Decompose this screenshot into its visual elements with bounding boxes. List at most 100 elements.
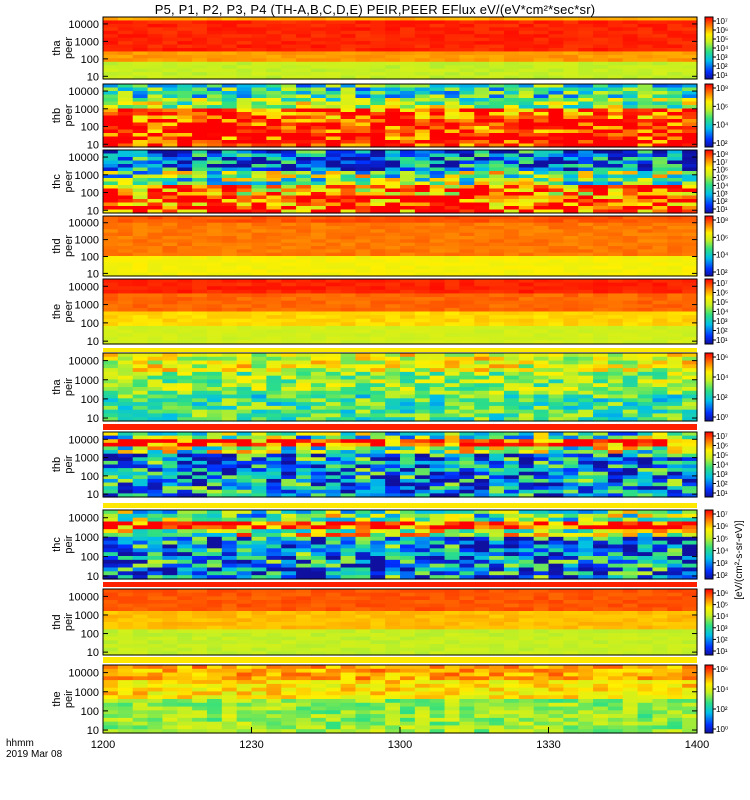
heatmap-cell [355, 300, 371, 305]
heatmap-cell [444, 417, 460, 422]
heatmap-cell [296, 61, 312, 66]
heatmap-cell [474, 72, 490, 77]
heatmap-cell [236, 432, 253, 437]
heatmap-cell [400, 353, 416, 358]
heatmap-cell [622, 252, 639, 257]
heatmap-cell [310, 417, 327, 422]
heatmap-cell [444, 188, 460, 193]
heatmap-cell [221, 54, 238, 59]
heatmap-cell [370, 242, 386, 247]
heatmap-cell [652, 150, 668, 155]
heatmap-cell [459, 460, 475, 466]
heatmap-cell [310, 325, 327, 331]
heatmap-cell [325, 432, 342, 437]
heatmap-cell [162, 353, 178, 358]
heatmap-cell [266, 383, 282, 388]
heatmap-cell [400, 300, 416, 305]
heatmap-cell [578, 143, 594, 148]
heatmap-cell [370, 48, 386, 53]
heatmap-cell [622, 44, 639, 49]
heatmap-cell [132, 450, 149, 455]
heatmap-cell [652, 402, 668, 407]
heatmap-cell [533, 30, 550, 35]
heatmap-cell [652, 112, 668, 117]
heatmap-cell [593, 439, 609, 444]
heatmap-cell [251, 209, 267, 214]
heatmap-cell [206, 23, 223, 28]
heatmap-cell [607, 44, 624, 49]
heatmap-cell [281, 413, 297, 418]
heatmap-cell [103, 311, 119, 316]
heatmap-cell [518, 222, 535, 227]
heatmap-cell [622, 199, 639, 204]
heatmap-cell [281, 279, 297, 284]
heatmap-cell [593, 322, 609, 327]
heatmap-cell [563, 286, 579, 291]
heatmap-cell [682, 54, 698, 59]
heatmap-cell [533, 356, 550, 362]
heatmap-cell [593, 383, 609, 388]
heatmap-cell [310, 329, 327, 334]
heatmap-cell [489, 153, 505, 158]
heatmap-cell [682, 143, 698, 148]
heatmap-cell [414, 259, 431, 264]
heatmap-cell [459, 311, 475, 316]
heatmap-cell [177, 387, 193, 392]
heatmap-cell [652, 405, 668, 411]
heatmap-cell [340, 126, 357, 131]
heatmap-cell [667, 87, 683, 92]
heatmap-cell [370, 126, 386, 131]
heatmap-cell [206, 417, 223, 422]
heatmap-cell [578, 246, 594, 250]
heatmap-cell [682, 136, 698, 141]
heatmap-cell [637, 61, 654, 66]
heatmap-cell [548, 390, 564, 396]
heatmap-cell [652, 65, 668, 70]
heatmap-cell [325, 206, 342, 211]
heatmap-cell [682, 471, 698, 476]
heatmap-cell [266, 398, 282, 403]
heatmap-cell [682, 417, 698, 422]
heatmap-cell [622, 340, 639, 345]
y-tick-label: 10 [87, 139, 99, 151]
heatmap-cell [147, 174, 163, 179]
heatmap-cell [429, 439, 446, 444]
heatmap-cell [489, 442, 505, 448]
heatmap-cell [117, 266, 134, 270]
heatmap-cell [459, 48, 475, 53]
heatmap-cell [221, 390, 238, 396]
heatmap-cell [206, 442, 223, 448]
heatmap-cell [459, 133, 475, 138]
heatmap-cell [340, 446, 357, 451]
heatmap-cell [637, 318, 654, 323]
heatmap-cell [489, 229, 505, 234]
heatmap-cell [221, 242, 238, 247]
heatmap-cell [414, 457, 431, 462]
heatmap-cell [236, 249, 253, 254]
heatmap-cell [667, 232, 683, 237]
heatmap-cell [652, 160, 668, 165]
heatmap-cell [147, 272, 163, 277]
heatmap-cell [281, 375, 297, 381]
heatmap-cell [192, 318, 208, 323]
heatmap-cell [117, 286, 134, 291]
heatmap-cell [192, 202, 208, 207]
heatmap-cell [444, 153, 460, 158]
heatmap-cell [103, 27, 119, 32]
heatmap-cell [607, 41, 624, 46]
heatmap-cell [459, 256, 475, 260]
heatmap-cell [117, 289, 134, 295]
heatmap-cell [474, 286, 490, 291]
heatmap-cell [355, 356, 371, 362]
heatmap-cell [132, 153, 149, 158]
heatmap-cell [385, 101, 401, 106]
heatmap-cell [177, 311, 193, 316]
heatmap-cell [370, 471, 386, 476]
heatmap-cell [296, 72, 312, 77]
heatmap-cell [503, 383, 520, 388]
heatmap-cell [192, 216, 208, 220]
heatmap-cell [325, 242, 342, 247]
heatmap-cell [652, 58, 668, 63]
heatmap-cell [652, 17, 668, 22]
heatmap-cell [444, 27, 460, 32]
